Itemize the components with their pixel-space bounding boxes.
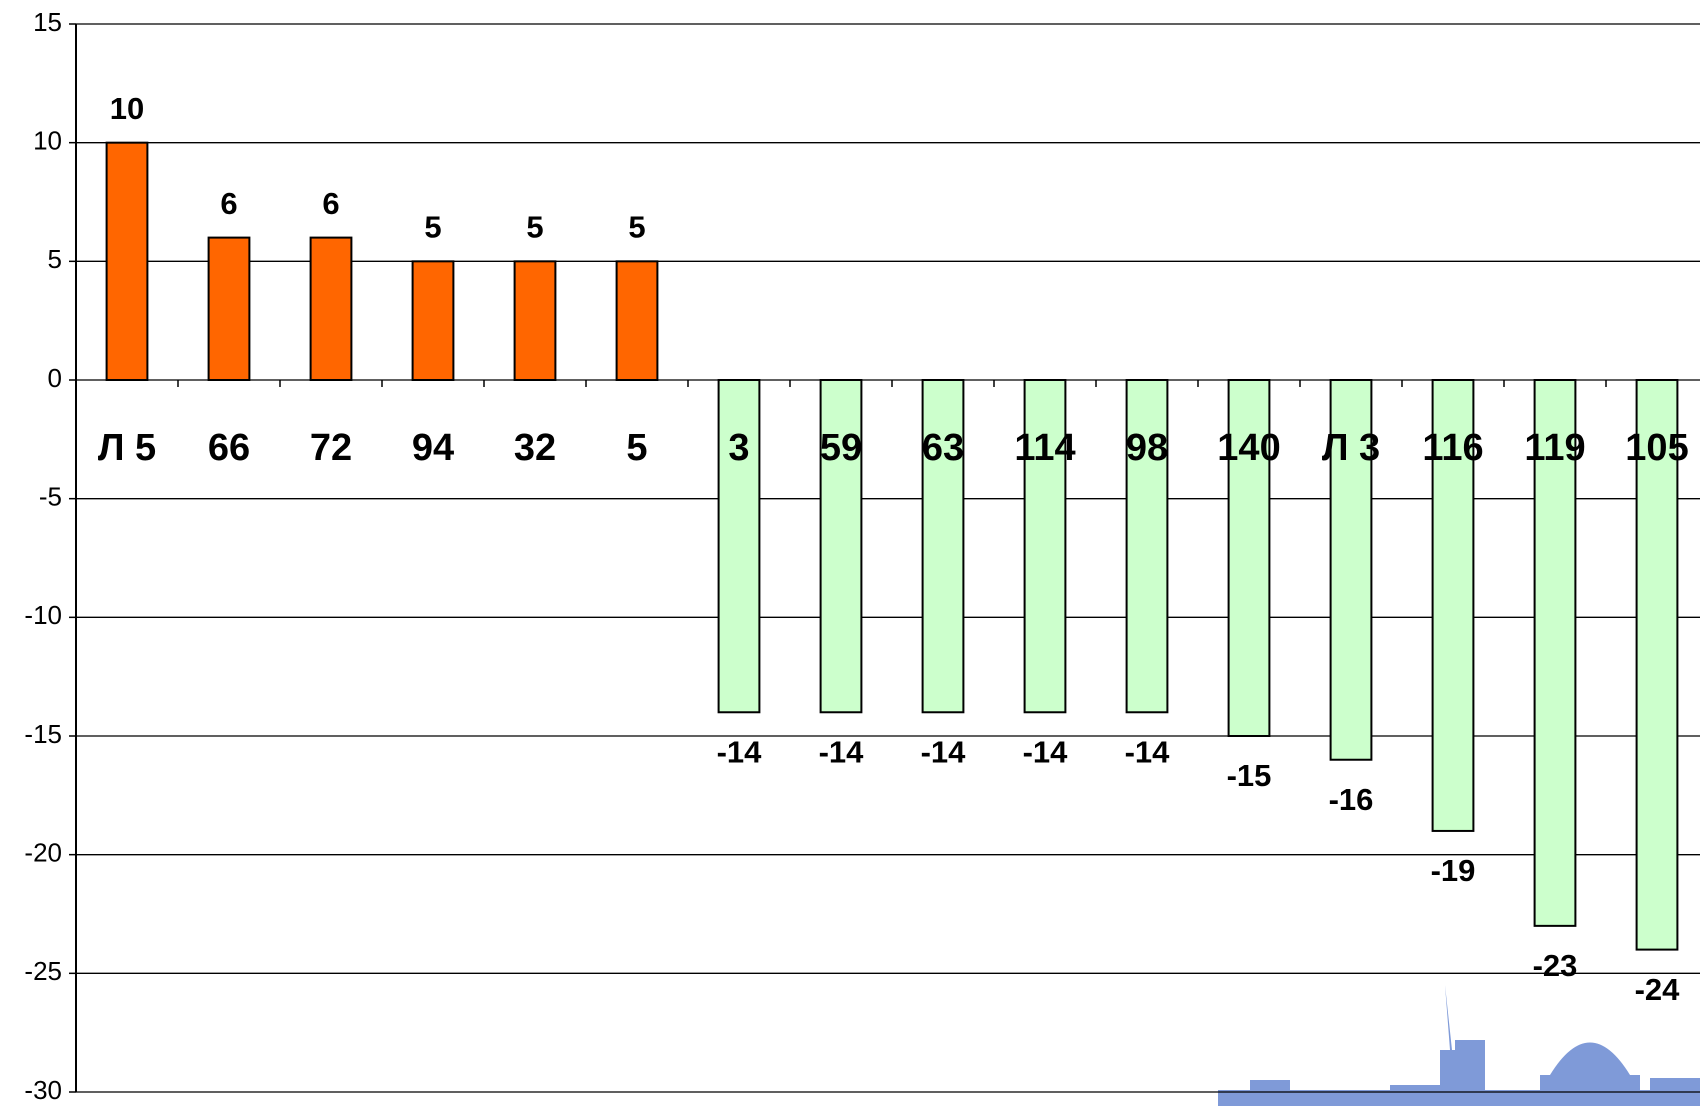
x-tick-label: 5 xyxy=(626,427,647,469)
x-tick-label: 94 xyxy=(412,427,454,469)
y-tick-label: 0 xyxy=(48,363,62,393)
x-tick-label: 140 xyxy=(1217,427,1280,469)
y-tick-label: 10 xyxy=(33,126,62,156)
bar xyxy=(717,379,761,714)
bar xyxy=(1635,379,1679,951)
value-label: 5 xyxy=(424,210,441,245)
y-tick-label: 15 xyxy=(33,7,62,37)
value-label: -14 xyxy=(1125,734,1171,769)
bar xyxy=(207,236,251,381)
bar xyxy=(1227,379,1271,737)
value-label: 5 xyxy=(526,210,543,245)
value-label: 6 xyxy=(322,186,339,221)
x-tick-label: 3 xyxy=(728,427,749,469)
value-label: -14 xyxy=(819,734,865,769)
bar xyxy=(1125,379,1169,714)
y-tick-label: -15 xyxy=(24,719,62,749)
bar xyxy=(411,260,455,382)
x-tick-label: 63 xyxy=(922,427,964,469)
x-tick-label: 105 xyxy=(1625,427,1688,469)
value-label: 5 xyxy=(628,210,645,245)
value-label: -14 xyxy=(921,734,967,769)
value-label: 10 xyxy=(110,91,144,126)
value-label: 6 xyxy=(220,186,237,221)
x-tick-label: 116 xyxy=(1422,427,1483,469)
value-label: -19 xyxy=(1431,853,1476,888)
bar xyxy=(1023,379,1067,714)
bar xyxy=(1431,379,1475,832)
y-tick-label: -20 xyxy=(24,838,62,868)
bar xyxy=(105,141,149,381)
bar xyxy=(819,379,863,714)
bar xyxy=(1329,379,1373,761)
y-tick-label: -25 xyxy=(24,956,62,986)
x-tick-label: 66 xyxy=(208,427,250,469)
x-tick-label: Л 5 xyxy=(98,427,156,469)
value-label: -23 xyxy=(1533,948,1578,983)
bar xyxy=(513,260,557,382)
y-tick-label: -10 xyxy=(24,600,62,630)
bar xyxy=(309,236,353,381)
bar xyxy=(921,379,965,714)
skyline-decoration xyxy=(1218,985,1700,1106)
x-tick-label: 98 xyxy=(1126,427,1168,469)
x-tick-label: 59 xyxy=(820,427,862,469)
x-tick-label: 72 xyxy=(310,427,352,469)
value-label: -15 xyxy=(1227,758,1272,793)
value-label: -24 xyxy=(1635,972,1681,1007)
x-tick-label: Л 3 xyxy=(1322,427,1380,469)
y-tick-label: -30 xyxy=(24,1075,62,1105)
x-tick-label: 114 xyxy=(1014,427,1075,469)
y-tick-label: 5 xyxy=(48,244,62,274)
bar xyxy=(615,260,659,382)
y-tick-label: -5 xyxy=(39,482,62,512)
x-tick-label: 32 xyxy=(514,427,556,469)
value-label: -14 xyxy=(717,734,763,769)
bar xyxy=(1533,379,1577,927)
value-label: -16 xyxy=(1329,782,1374,817)
value-label: -14 xyxy=(1023,734,1069,769)
x-tick-label: 119 xyxy=(1524,427,1585,469)
